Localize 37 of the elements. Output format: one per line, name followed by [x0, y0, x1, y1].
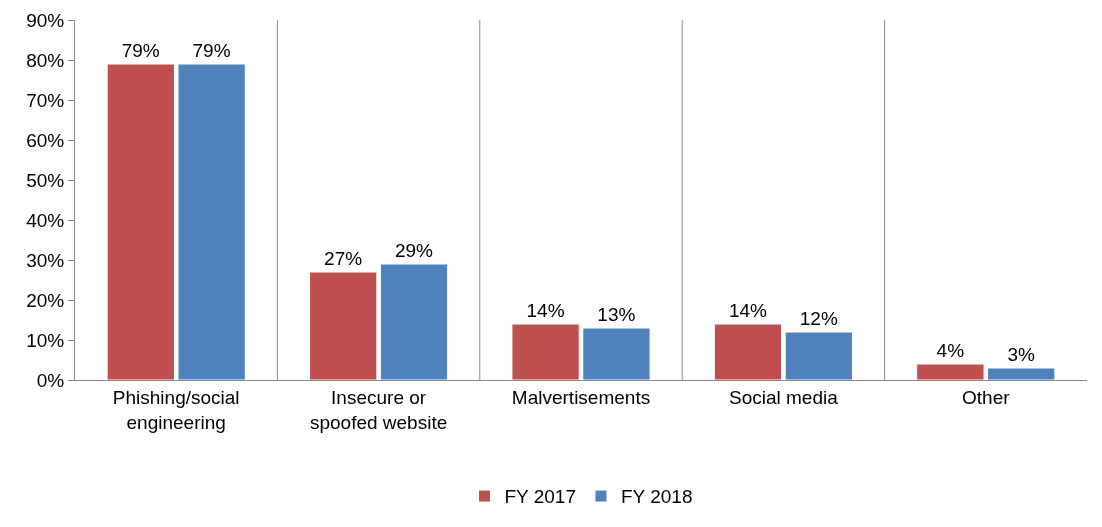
- data-label: 27%: [324, 248, 363, 269]
- bar: [987, 367, 1056, 380]
- data-label: 14%: [526, 300, 565, 321]
- y-tick-label: 90%: [26, 9, 65, 31]
- bar: [511, 323, 580, 380]
- y-tick-label: 80%: [26, 49, 65, 71]
- bar: [379, 263, 449, 380]
- y-tick-label: 10%: [26, 329, 65, 351]
- legend-label: FY 2017: [504, 486, 576, 508]
- y-tick-label: 20%: [26, 289, 65, 311]
- bar: [582, 327, 651, 380]
- data-label: 79%: [121, 40, 160, 61]
- data-label: 12%: [799, 308, 838, 329]
- y-tick-label: 70%: [26, 89, 65, 111]
- bar: [309, 271, 378, 380]
- data-label: 13%: [597, 304, 636, 325]
- x-tick-label: Other: [962, 386, 1011, 408]
- x-tick-label: Social media: [729, 386, 839, 408]
- bar: [713, 323, 783, 380]
- x-tick-label: Phishing/social engineering: [112, 386, 240, 433]
- data-label: 79%: [192, 40, 231, 61]
- x-tick-label: Insecure or spoofed website: [309, 386, 448, 433]
- data-label: 14%: [728, 300, 768, 321]
- y-tick-label: 30%: [26, 249, 65, 271]
- x-tick-label: Malvertisements: [511, 386, 651, 408]
- y-tick-label: 60%: [26, 129, 65, 151]
- y-tick-label: 40%: [26, 209, 65, 231]
- bar: [106, 63, 175, 380]
- bar: [784, 331, 853, 380]
- y-tick-label: 50%: [26, 169, 65, 191]
- bar: [177, 63, 246, 380]
- legend-label: FY 2018: [620, 486, 693, 508]
- data-label: 29%: [394, 240, 434, 261]
- data-label: 3%: [1007, 344, 1035, 365]
- data-label: 4%: [936, 340, 965, 361]
- y-tick-label: 0%: [36, 369, 65, 391]
- bar: [916, 363, 985, 380]
